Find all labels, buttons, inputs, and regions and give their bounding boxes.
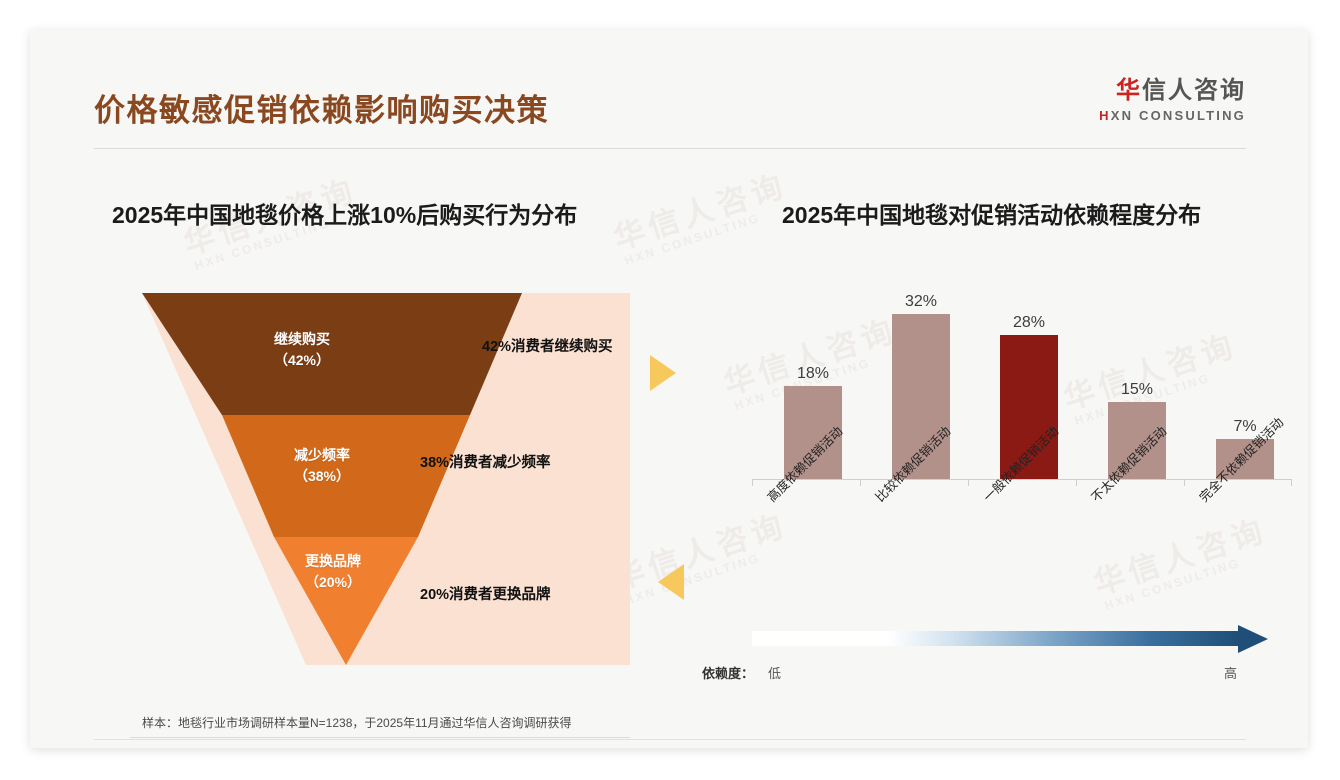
bar-chart-axis (752, 479, 1292, 480)
axis-tick (860, 480, 861, 486)
bar-4[interactable] (1216, 439, 1274, 479)
funnel-label-reduce: 减少频率 （38%） (293, 447, 351, 484)
scale-low-label: 低 (768, 666, 782, 681)
logo-en-accent: H (1099, 108, 1111, 124)
axis-tick (1184, 480, 1185, 486)
company-logo: 华信人咨询 HXN CONSULTING (1099, 77, 1246, 123)
funnel-segment-continue (142, 293, 522, 415)
funnel-annotation-continue: 42%消费者继续购买 (482, 339, 613, 355)
funnel-label-switch: 更换品牌 （20%） (304, 553, 362, 590)
watermark: 华信人咨询 HXN CONSULTING (609, 507, 792, 608)
dependency-scale (752, 625, 1272, 653)
footnote-text: 样本：地毯行业市场调研样本量N=1238，于2025年11月通过华信人咨询调研获… (142, 716, 572, 730)
funnel-left-cutout (130, 293, 306, 665)
bar-value-1: 32% (904, 293, 938, 310)
funnel-segment-switch (274, 537, 418, 665)
bar-0[interactable] (784, 386, 842, 479)
footnote-divider (130, 737, 630, 738)
funnel-annotation-reduce: 38%消费者减少频率 (420, 455, 551, 471)
funnel-shapes (130, 293, 522, 665)
funnel-segment-reduce (222, 415, 470, 537)
page-title: 价格敏感促销依赖影响购买决策 (94, 93, 549, 128)
scale-caption: 依赖度： (702, 666, 755, 681)
logo-accent-char: 华 (1116, 77, 1142, 104)
bar-chart: 18% 32% 28% 15% 7% 高度依赖促销活动 比较依赖促销活动 一般依… (752, 293, 1292, 505)
logo-chinese: 华信人咨询 (1099, 77, 1246, 104)
bar-value-2: 28% (1012, 314, 1046, 331)
bar-value-4: 7% (1233, 418, 1257, 435)
left-chart-title: 2025年中国地毯价格上涨10%后购买行为分布 (112, 202, 578, 228)
logo-en-rest: XN CONSULTING (1110, 108, 1246, 124)
scale-high-label: 高 (1224, 666, 1238, 681)
logo-english: HXN CONSULTING (1099, 108, 1246, 123)
header-divider (94, 148, 1246, 149)
scale-arrow-head-icon (1238, 625, 1268, 653)
footer-divider (94, 739, 1246, 740)
funnel-chart: 继续购买 （42%） 减少频率 （38%） 更换品牌 （20%） 42%消费者继… (130, 293, 630, 665)
scale-gradient-bar (752, 631, 1238, 646)
axis-tick (1291, 480, 1292, 486)
bar-1[interactable] (892, 314, 950, 479)
watermark: 华信人咨询 HXN CONSULTING (609, 167, 792, 268)
bar-value-3: 15% (1120, 381, 1154, 398)
axis-tick (752, 480, 753, 486)
watermark: 华信人咨询 HXN CONSULTING (1089, 512, 1272, 613)
bar-2-highlight[interactable] (1000, 335, 1058, 479)
slide-canvas: 华信人咨询 HXN CONSULTING 华信人咨询 HXN CONSULTIN… (30, 30, 1308, 748)
bar-3[interactable] (1108, 402, 1166, 479)
bar-value-0: 18% (796, 365, 830, 382)
logo-rest-chars: 信人咨询 (1142, 77, 1246, 104)
play-left-triangle-icon (658, 564, 684, 600)
funnel-label-continue: 继续购买 （42%） (273, 331, 331, 368)
axis-tick (968, 480, 969, 486)
right-chart-title: 2025年中国地毯对促销活动依赖程度分布 (782, 202, 1202, 228)
axis-tick (1076, 480, 1077, 486)
play-right-triangle-icon (650, 355, 676, 391)
funnel-annotation-switch: 20%消费者更换品牌 (420, 587, 551, 603)
